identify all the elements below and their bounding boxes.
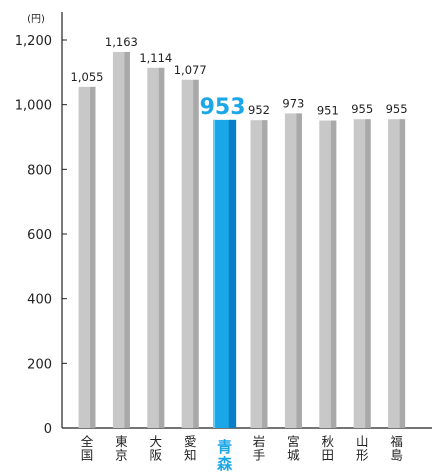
category-label: 島 <box>390 448 403 463</box>
bar-shade <box>330 120 337 428</box>
category-label: 宮 <box>287 434 300 449</box>
data-label: 1,163 <box>105 35 138 49</box>
category-label: 岩 <box>253 434 266 449</box>
bar-福島 <box>388 119 406 428</box>
category-label: 森 <box>217 455 233 473</box>
bar-岩手 <box>250 120 268 428</box>
category-label: 青 <box>217 438 232 456</box>
category-label: 国 <box>81 448 94 463</box>
bar-宮城 <box>284 113 302 428</box>
y-tick-label: 0 <box>44 422 52 437</box>
bar-大阪 <box>147 67 165 428</box>
bar-shade <box>90 86 96 428</box>
category-label: 大 <box>150 434 163 449</box>
data-label: 1,077 <box>174 63 207 77</box>
category-label: 山 <box>356 434 369 449</box>
category-label: 全 <box>81 434 94 449</box>
category-label: 田 <box>322 448 335 463</box>
category-label: 形 <box>356 448 369 463</box>
category-labels: 全国 東京 大阪 愛知 青森 岩手 宮城 秋田 山形 福島 <box>81 434 403 473</box>
data-label: 1,055 <box>71 70 104 84</box>
category-label: 愛 <box>184 434 197 449</box>
bar-shade <box>296 113 302 428</box>
bar-shade <box>262 120 268 428</box>
y-axis-unit-label: (円) <box>27 14 45 25</box>
data-label: 955 <box>386 102 408 116</box>
y-tick-label: 600 <box>27 228 52 243</box>
bar-highlight-edge <box>213 119 216 428</box>
bar-shade <box>399 119 406 428</box>
y-axis: 0 200 400 600 800 1,000 1,200 <box>15 12 432 437</box>
category-label: 知 <box>184 448 197 463</box>
bars <box>78 51 406 429</box>
bar-shade <box>124 51 130 429</box>
y-tick-label: 800 <box>27 163 52 178</box>
data-label: 951 <box>317 104 339 118</box>
data-label: 953 <box>200 95 246 120</box>
category-label: 東 <box>115 434 128 449</box>
bar-青森 <box>213 119 237 428</box>
bar-shade <box>365 119 371 428</box>
bar-秋田 <box>319 120 337 428</box>
bar-全国 <box>78 86 96 428</box>
bar-愛知 <box>181 79 199 429</box>
category-label: 城 <box>287 448 300 463</box>
bar-shade <box>193 79 199 429</box>
data-label: 1,114 <box>139 51 172 65</box>
bar-shade <box>228 119 237 428</box>
y-tick-label: 1,200 <box>15 34 52 49</box>
y-tick-label: 1,000 <box>15 99 52 114</box>
bar-東京 <box>112 51 130 429</box>
y-tick-label: 200 <box>27 357 52 372</box>
category-label: 福 <box>390 434 403 449</box>
data-label: 955 <box>351 102 373 116</box>
data-label: 952 <box>248 103 270 117</box>
bar-山形 <box>353 119 371 428</box>
y-tick-label: 400 <box>27 293 52 308</box>
category-label: 阪 <box>150 448 163 463</box>
bar-shade <box>158 67 165 428</box>
data-label: 973 <box>282 96 304 110</box>
category-label: 手 <box>253 448 266 463</box>
category-label: 秋 <box>322 434 335 449</box>
category-label: 京 <box>115 448 128 463</box>
